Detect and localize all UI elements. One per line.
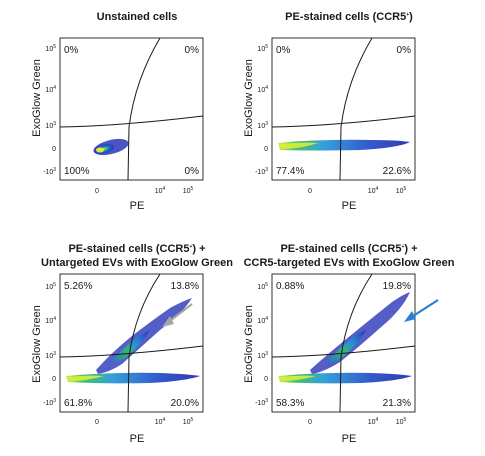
y-tick-labels: 105 104 103 0 -103 [255,282,268,407]
quadrant-bottom-right-value: 20.0% [171,398,199,409]
y-axis-label: ExoGlow Green [31,305,43,383]
panel-unstained: Unstained cells ExoGlow Green PE 105 104… [31,11,204,212]
x-tick-label: 104 [155,186,166,195]
y-tick-label: 105 [45,282,56,291]
quadrant-top-right-value: 13.8% [171,281,199,292]
panel-title: PE-stained cells (CCR5+) [285,11,413,23]
x-tick-labels: 0 104 105 [95,186,193,195]
y-tick-label: -103 [255,167,268,176]
quadrant-gates [271,37,416,181]
y-tick-label: 0 [264,146,268,153]
x-tick-label: 105 [396,417,407,426]
y-tick-label: 105 [257,282,268,291]
panel-title-line-1: PE-stained cells (CCR5+) + [68,243,205,255]
population-cluster [93,138,129,156]
arrow [404,299,439,322]
x-tick-label: 104 [155,417,166,426]
x-axis-label: PE [130,200,145,212]
y-tick-label: -103 [255,398,268,407]
y-tick-label: 103 [257,351,268,360]
x-tick-label: 105 [396,186,407,195]
arrow [162,303,193,327]
x-tick-label: 104 [368,417,379,426]
quadrant-top-left-value: 0% [276,45,291,56]
population-band [66,372,200,384]
plot-frame [271,37,416,181]
panel-title-line-1: PE-stained cells (CCR5+) + [280,243,417,255]
y-tick-label: 104 [257,85,268,94]
y-tick-labels: 105 104 103 0 -103 [255,44,268,176]
y-tick-label: 104 [45,85,56,94]
x-axis-label: PE [342,200,357,212]
quadrant-top-right-value: 0% [397,45,412,56]
x-tick-labels: 0 104 105 [308,417,406,426]
y-tick-labels: 105 104 103 0 -103 [43,282,56,407]
x-axis-label: PE [342,433,357,445]
y-tick-label: 0 [52,146,56,153]
plot-frame [59,37,204,181]
panel-pe-stained: PE-stained cells (CCR5+) ExoGlow Green P… [243,11,416,212]
panel-title-line-2: CCR5-targeted EVs with ExoGlow Green [244,257,455,269]
x-tick-labels: 0 104 105 [95,417,193,426]
x-tick-label: 105 [183,417,194,426]
y-axis-label: ExoGlow Green [31,59,43,137]
x-tick-label: 0 [95,188,99,195]
quadrant-bottom-left-value: 61.8% [64,398,92,409]
quadrant-bottom-right-value: 21.3% [383,398,411,409]
x-tick-label: 0 [308,419,312,426]
x-axis-label: PE [130,433,145,445]
y-tick-labels: 105 104 103 0 -103 [43,44,56,176]
x-tick-label: 104 [368,186,379,195]
population-band [278,139,410,151]
y-tick-label: 104 [257,316,268,325]
quadrant-gates [271,273,416,413]
y-tick-label: 104 [45,316,56,325]
quadrant-top-left-value: 5.26% [64,281,92,292]
y-tick-label: 0 [52,376,56,383]
y-axis-label: ExoGlow Green [243,305,255,383]
x-tick-label: 0 [95,419,99,426]
quadrant-top-right-value: 19.8% [383,281,411,292]
y-tick-label: 103 [45,351,56,360]
quadrant-bottom-left-value: 100% [64,166,90,177]
panel-title-line-2: Untargeted EVs with ExoGlow Green [41,257,233,269]
y-tick-label: -103 [43,398,56,407]
quadrant-bottom-left-value: 58.3% [276,398,304,409]
y-tick-label: 103 [45,121,56,130]
quadrant-gates [59,37,204,181]
quadrant-gates [59,273,204,413]
y-tick-label: -103 [43,167,56,176]
quadrant-top-left-value: 0.88% [276,281,304,292]
quadrant-bottom-right-value: 22.6% [383,166,411,177]
x-tick-label: 0 [308,188,312,195]
y-tick-label: 0 [264,376,268,383]
x-tick-labels: 0 104 105 [308,186,406,195]
y-tick-label: 105 [257,44,268,53]
quadrant-top-left-value: 0% [64,45,79,56]
quadrant-bottom-right-value: 0% [185,166,200,177]
panel-title: Unstained cells [97,11,178,23]
quadrant-top-right-value: 0% [185,45,200,56]
y-tick-label: 105 [45,44,56,53]
population-band [278,372,412,384]
x-tick-label: 105 [183,186,194,195]
y-tick-label: 103 [257,121,268,130]
y-axis-label: ExoGlow Green [243,59,255,137]
panel-ccr5-targeted-evs: PE-stained cells (CCR5+) + CCR5-targeted… [243,243,455,445]
quadrant-bottom-left-value: 77.4% [276,166,304,177]
panel-untargeted-evs: PE-stained cells (CCR5+) + Untargeted EV… [31,243,233,445]
